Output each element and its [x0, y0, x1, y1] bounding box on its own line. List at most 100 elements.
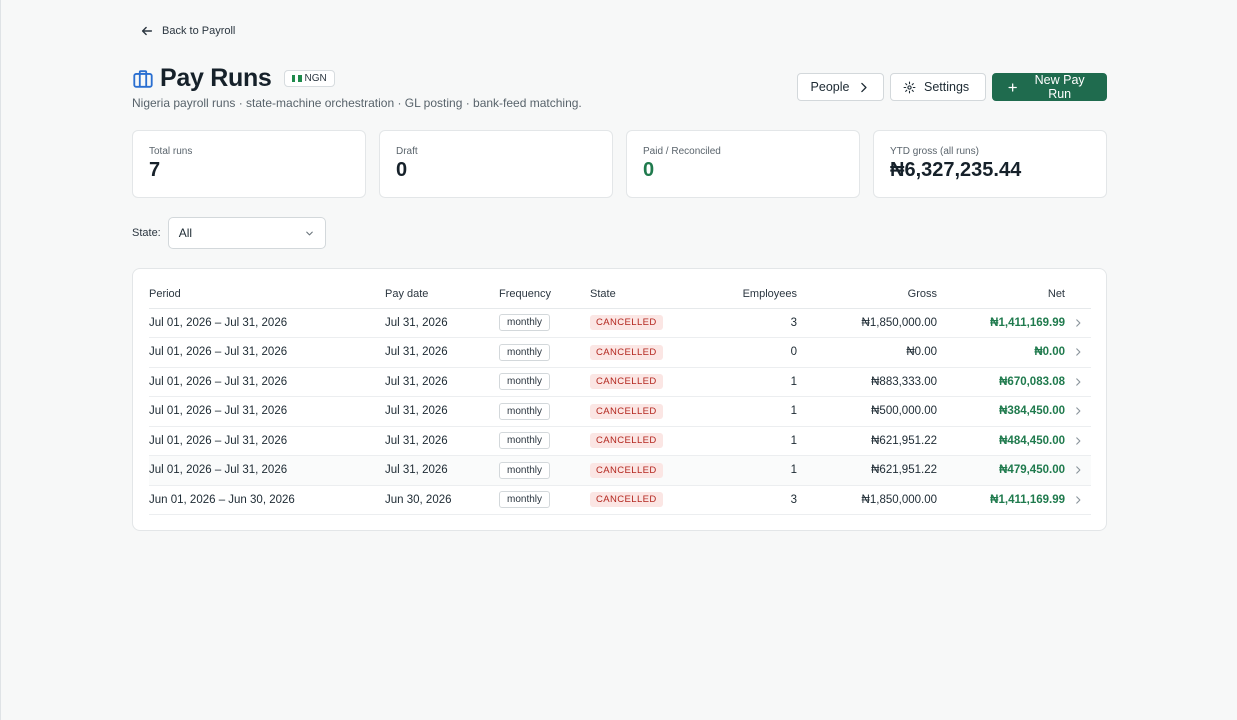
cell-net: ₦384,450.00 [937, 396, 1065, 427]
table-row[interactable]: Jun 01, 2026 – Jun 30, 2026 Jun 30, 2026… [149, 485, 1091, 515]
frequency-badge: monthly [499, 402, 551, 420]
cell-period: Jun 01, 2026 – Jun 30, 2026 [149, 485, 385, 515]
table-row[interactable]: Jul 01, 2026 – Jul 31, 2026 Jul 31, 2026… [149, 367, 1091, 397]
cell-pay-date: Jun 30, 2026 [385, 485, 499, 515]
column-header-frequency[interactable]: Frequency [499, 281, 590, 309]
net-value: ₦484,450.00 [999, 434, 1065, 447]
column-header-pay-date[interactable]: Pay date [385, 281, 499, 309]
currency-badge: NGN [283, 70, 335, 87]
cell-open[interactable] [1065, 367, 1091, 397]
frequency-badge: monthly [499, 461, 551, 479]
back-link-label: Back to Payroll [162, 25, 236, 37]
cell-gross: ₦1,850,000.00 [797, 308, 937, 338]
cell-pay-date: Jul 31, 2026 [385, 367, 499, 397]
new-pay-run-button[interactable]: New Pay Run [992, 73, 1107, 101]
column-header-period[interactable]: Period [149, 281, 385, 309]
cell-gross: ₦883,333.00 [797, 367, 937, 397]
cell-period: Jul 01, 2026 – Jul 31, 2026 [149, 367, 385, 397]
stat-label: Draft [396, 146, 418, 157]
table-row[interactable]: Jul 01, 2026 – Jul 31, 2026 Jul 31, 2026… [149, 396, 1091, 427]
cell-period: Jul 01, 2026 – Jul 31, 2026 [149, 337, 385, 368]
cell-open[interactable] [1065, 337, 1091, 368]
cell-net: ₦670,083.08 [937, 367, 1065, 397]
cell-pay-date: Jul 31, 2026 [385, 455, 499, 486]
cell-period: Jul 01, 2026 – Jul 31, 2026 [149, 308, 385, 338]
state-filter-label: State: [132, 227, 161, 239]
cell-period: Jul 01, 2026 – Jul 31, 2026 [149, 396, 385, 427]
table-row[interactable]: Jul 01, 2026 – Jul 31, 2026 Jul 31, 2026… [149, 337, 1091, 368]
cell-state: CANCELLED [590, 485, 700, 515]
gear-icon [903, 81, 916, 93]
cell-gross: ₦1,850,000.00 [797, 485, 937, 515]
cell-employees: 1 [700, 396, 797, 427]
cell-employees: 3 [700, 308, 797, 338]
column-header-gross[interactable]: Gross [797, 281, 937, 309]
stat-value: 0 [396, 159, 408, 181]
cell-open[interactable] [1065, 455, 1091, 486]
net-value: ₦0.00 [1034, 346, 1065, 359]
pay-runs-table: Period Pay date Frequency State Employee… [149, 281, 1091, 515]
nigeria-flag-icon [291, 75, 302, 82]
cell-state: CANCELLED [590, 396, 700, 427]
frequency-badge: monthly [499, 343, 551, 361]
cell-net: ₦0.00 [937, 337, 1065, 368]
cell-gross: ₦621,951.22 [797, 426, 937, 456]
cell-open[interactable] [1065, 308, 1091, 338]
page-header: Pay Runs NGN [132, 64, 335, 93]
stat-card-total-runs: Total runs 7 [132, 130, 366, 198]
cell-open[interactable] [1065, 426, 1091, 456]
frequency-badge: monthly [499, 491, 551, 509]
stat-value: ₦6,327,235.44 [890, 159, 1022, 181]
stat-card-draft: Draft 0 [379, 130, 613, 198]
state-badge: CANCELLED [590, 433, 663, 449]
cell-employees: 1 [700, 367, 797, 397]
cell-frequency: monthly [499, 485, 590, 515]
table-row[interactable]: Jul 01, 2026 – Jul 31, 2026 Jul 31, 2026… [149, 308, 1091, 338]
cell-employees: 0 [700, 337, 797, 368]
settings-button-label: Settings [924, 80, 970, 94]
state-badge: CANCELLED [590, 374, 663, 390]
cell-state: CANCELLED [590, 308, 700, 338]
cell-state: CANCELLED [590, 337, 700, 368]
cell-period: Jul 01, 2026 – Jul 31, 2026 [149, 455, 385, 486]
chevron-right-icon [1076, 466, 1081, 474]
net-value: ₦384,450.00 [999, 405, 1065, 418]
stat-card-paid-reconciled: Paid / Reconciled 0 [626, 130, 860, 198]
cell-open[interactable] [1065, 396, 1091, 427]
plus-icon [1008, 82, 1017, 92]
cell-net: ₦479,450.00 [937, 455, 1065, 486]
net-value: ₦1,411,169.99 [990, 493, 1065, 506]
table-row[interactable]: Jul 01, 2026 – Jul 31, 2026 Jul 31, 2026… [149, 455, 1091, 486]
stat-label: YTD gross (all runs) [890, 146, 979, 157]
people-button[interactable]: People [797, 73, 884, 101]
chevron-right-icon [1076, 348, 1081, 356]
column-header-net[interactable]: Net [937, 281, 1065, 309]
cell-open[interactable] [1065, 485, 1091, 515]
settings-button[interactable]: Settings [890, 73, 986, 101]
chevron-right-icon [1076, 378, 1081, 386]
cell-pay-date: Jul 31, 2026 [385, 396, 499, 427]
stats-row: Total runs 7 Draft 0 Paid / Reconciled 0… [132, 130, 1107, 198]
cell-frequency: monthly [499, 396, 590, 427]
table-row[interactable]: Jul 01, 2026 – Jul 31, 2026 Jul 31, 2026… [149, 426, 1091, 456]
cell-state: CANCELLED [590, 367, 700, 397]
header-actions: People Settings New Pay Run [797, 73, 1107, 101]
state-select-value: All [178, 226, 193, 240]
chevron-right-icon [1076, 319, 1081, 327]
state-badge: CANCELLED [590, 462, 663, 478]
cell-employees: 3 [700, 485, 797, 515]
cell-state: CANCELLED [590, 455, 700, 486]
column-header-employees[interactable]: Employees [700, 281, 797, 309]
state-badge: CANCELLED [590, 403, 663, 419]
chevron-right-icon [1076, 496, 1081, 504]
cell-frequency: monthly [499, 337, 590, 368]
net-value: ₦479,450.00 [999, 464, 1065, 477]
state-select[interactable]: All [167, 217, 326, 249]
cell-pay-date: Jul 31, 2026 [385, 337, 499, 368]
column-header-state[interactable]: State [590, 281, 700, 309]
briefcase-icon [133, 69, 153, 88]
state-badge: CANCELLED [590, 492, 663, 508]
column-header-actions [1065, 281, 1091, 309]
back-to-payroll-link[interactable]: Back to Payroll [140, 24, 235, 38]
state-filter: State: All [132, 217, 326, 249]
